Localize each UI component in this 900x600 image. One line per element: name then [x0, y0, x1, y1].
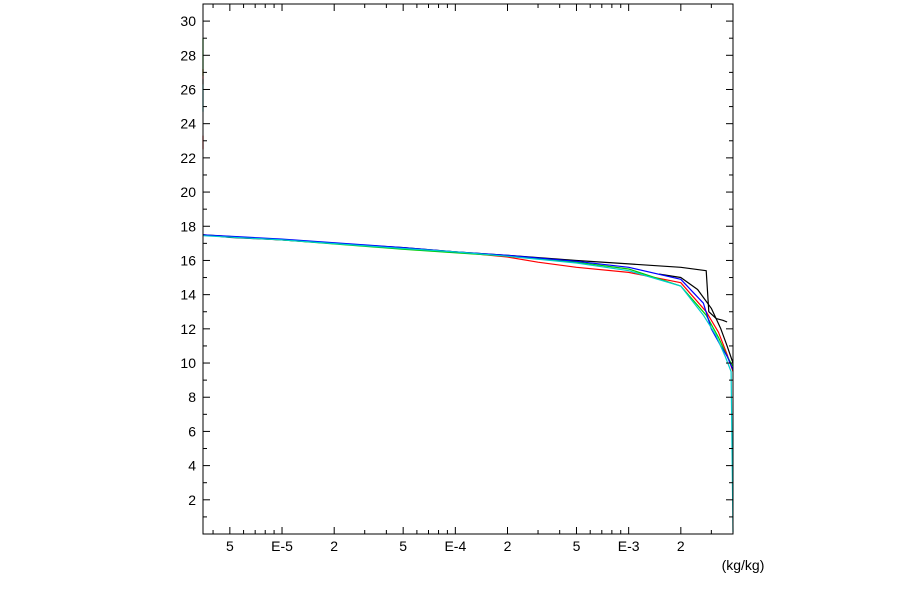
y-tick-label: 2 — [188, 492, 196, 508]
y-tick-label: 26 — [180, 81, 196, 97]
y-tick-label: 10 — [180, 355, 196, 371]
y-tick-label: 24 — [180, 116, 196, 132]
y-tick-label: 18 — [180, 218, 196, 234]
x-tick-label: 5 — [226, 538, 234, 554]
x-tick-label: 2 — [330, 538, 338, 554]
x-tick-label: 5 — [399, 538, 407, 554]
y-tick-label: 22 — [180, 150, 196, 166]
x-tick-label: E-5 — [271, 538, 293, 554]
series-line-1 — [659, 273, 734, 364]
series-line-0 — [202, 234, 728, 323]
y-tick-label: 30 — [180, 13, 196, 29]
series-line-7 — [202, 234, 734, 371]
y-tick-label: 6 — [188, 423, 196, 439]
plot-frame — [202, 3, 734, 535]
series-line-8 — [202, 235, 734, 533]
x-tick-label: E-4 — [444, 538, 466, 554]
x-unit-label: (kg/kg) — [722, 557, 765, 573]
y-tick-label: 20 — [180, 184, 196, 200]
x-tick-label: E-3 — [618, 538, 640, 554]
series-layer — [202, 38, 734, 533]
x-tick-label: 5 — [573, 538, 581, 554]
y-tick-label: 4 — [188, 458, 196, 474]
y-tick-label: 12 — [180, 321, 196, 337]
y-tick-label: 8 — [188, 389, 196, 405]
x-tick-label: 2 — [677, 538, 685, 554]
x-axis: 5 E-5 2 5 E-4 2 5 E-3 2 — [212, 4, 734, 554]
y-tick-label: 14 — [180, 287, 196, 303]
y-tick-label: 28 — [180, 47, 196, 63]
x-tick-label: 2 — [504, 538, 512, 554]
series-line-2 — [202, 234, 734, 372]
y-tick-label: 16 — [180, 252, 196, 268]
series-line-5 — [202, 234, 734, 367]
